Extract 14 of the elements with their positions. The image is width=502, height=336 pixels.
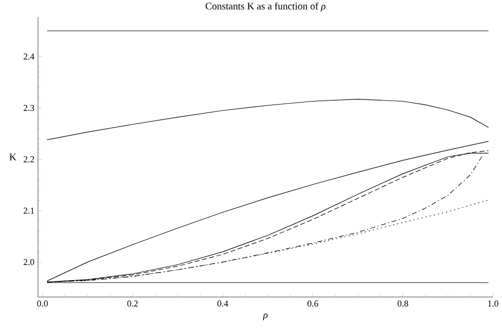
y-axis-title: K (10, 154, 16, 160)
x-tick-label: 1.0 (488, 300, 498, 307)
x-tick-label: 0.8 (398, 300, 408, 307)
x-tick-label: 0.4 (217, 300, 228, 307)
y-tick-label: 2.3 (24, 104, 34, 111)
x-tick-label: 0.6 (308, 300, 318, 307)
x-tick-label: 0.0 (37, 300, 48, 307)
y-tick-label: 2.2 (24, 156, 34, 162)
chart-title: Constants K as a function of ρ (206, 2, 326, 12)
y-tick-label: 2.4 (24, 54, 34, 60)
x-axis-title: ρ (262, 313, 268, 320)
y-tick-label: 2.1 (24, 208, 34, 214)
y-tick-label: 2.0 (24, 259, 34, 266)
x-tick-label: 0.2 (127, 300, 138, 307)
